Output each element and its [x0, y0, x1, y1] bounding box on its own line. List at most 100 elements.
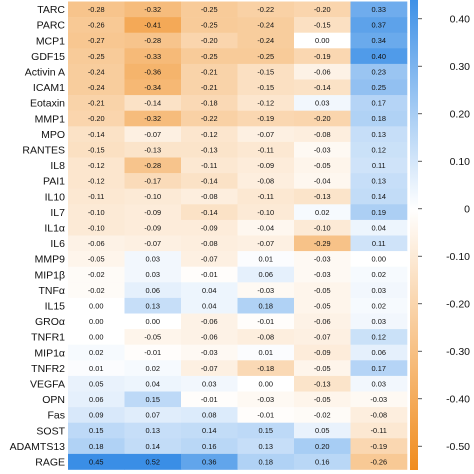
cell-value-label: -0.19: [314, 52, 331, 61]
cell-value-label: 0.02: [315, 208, 329, 217]
cell-value-label: -0.02: [314, 411, 331, 420]
row-label: MMP9: [35, 254, 65, 266]
heatmap-cell: [181, 329, 238, 345]
cell-value-label: -0.01: [257, 317, 274, 326]
cell-value-label: -0.18: [257, 364, 274, 373]
cell-value-label: -0.12: [88, 161, 105, 170]
heatmap-cell: [237, 1, 295, 18]
row-label: TNFα: [39, 285, 65, 297]
cell-value-label: -0.05: [314, 161, 331, 170]
heatmap-cell: [68, 422, 125, 439]
heatmap-cell: [350, 266, 408, 283]
row-label: GDF15: [31, 51, 65, 63]
row-label: Eotaxin: [30, 98, 65, 110]
colorbar-gradient: [410, 0, 418, 470]
heatmap-cell: [181, 375, 238, 392]
heatmap-cell: [124, 17, 182, 33]
heatmap-cell: [68, 188, 125, 205]
cell-value-label: -0.22: [257, 5, 274, 14]
heatmap-cell: [294, 313, 351, 330]
cell-value-label: 0.16: [202, 442, 216, 451]
heatmap-cell: [124, 375, 182, 392]
cell-value-label: -0.01: [201, 395, 218, 404]
heatmap-cell: [124, 297, 182, 314]
heatmap-cell: [237, 251, 295, 267]
cell-value-label: -0.28: [144, 36, 161, 45]
heatmap-cell: [68, 17, 125, 33]
cell-value-label: -0.25: [201, 5, 218, 14]
heatmap-cell: [68, 407, 125, 423]
heatmap-cell: [124, 422, 182, 439]
row-label: MIP1β: [34, 269, 65, 281]
heatmap-cell: [68, 110, 125, 127]
cell-value-label: -0.11: [88, 192, 104, 201]
cell-value-label: -0.24: [257, 36, 274, 45]
cell-value-label: 0.03: [146, 270, 160, 279]
cell-value-label: -0.08: [201, 239, 218, 248]
heatmap-cell: [237, 438, 295, 455]
heatmap-cell: [237, 297, 295, 314]
heatmap-cell: [68, 329, 125, 345]
heatmap-cell: [294, 407, 351, 423]
cell-value-label: 0.12: [372, 145, 386, 154]
cell-value-label: -0.09: [201, 223, 218, 232]
heatmap-cell: [350, 141, 408, 158]
heatmap-cell: [237, 63, 295, 80]
heatmap-cell: [237, 266, 295, 283]
heatmap-cell: [350, 219, 408, 236]
heatmap-cell: [294, 344, 351, 361]
heatmap-cell: [68, 235, 125, 252]
heatmap-cell: [181, 63, 238, 80]
heatmap-cell: [68, 32, 125, 49]
row-label: MPO: [41, 129, 65, 141]
heatmap-cell: [68, 1, 125, 18]
cell-value-label: -0.21: [88, 99, 105, 108]
cell-value-label: -0.21: [201, 67, 218, 76]
heatmap-cell: [124, 407, 182, 423]
cell-value-label: 0.01: [259, 255, 273, 264]
heatmap-cell: [124, 1, 182, 18]
heatmap-cell: [350, 438, 408, 455]
cell-value-label: -0.12: [201, 130, 218, 139]
row-label: PARC: [37, 20, 66, 32]
heatmap-cell: [350, 48, 408, 65]
heatmap-cell: [237, 407, 295, 423]
heatmap-cell: [124, 110, 182, 127]
colorbar-tick-label: -0.40: [446, 394, 470, 406]
cell-value-label: -0.13: [144, 145, 161, 154]
heatmap-cell: [294, 375, 351, 392]
cell-value-label: -0.11: [258, 192, 274, 201]
cell-value-label: 0.06: [259, 270, 273, 279]
heatmap-cell: [181, 32, 238, 49]
heatmap-cell: [294, 110, 351, 127]
heatmap-cell: [237, 110, 295, 127]
cell-value-label: -0.05: [144, 333, 161, 342]
heatmap-cell: [181, 407, 238, 423]
cell-value-label: -0.07: [201, 364, 218, 373]
heatmap-cell: [68, 313, 125, 330]
cell-value-label: 0.23: [372, 67, 386, 76]
cell-value-label: -0.26: [88, 21, 105, 30]
heatmap-cell: [68, 266, 125, 283]
cell-value-label: -0.05: [314, 364, 331, 373]
heatmap-cell: [124, 266, 182, 283]
cell-value-label: -0.15: [88, 145, 105, 154]
heatmap-cell: [294, 391, 351, 408]
cell-value-label: -0.05: [314, 286, 331, 295]
heatmap-cell: [181, 266, 238, 283]
heatmap-cell: [237, 173, 295, 189]
heatmap-cell: [350, 329, 408, 345]
cell-value-label: -0.36: [144, 67, 161, 76]
cell-value-label: -0.10: [257, 208, 274, 217]
cell-value-label: -0.03: [257, 395, 274, 404]
cell-value-label: 0.04: [146, 379, 160, 388]
heatmap-cell: [124, 95, 182, 111]
heatmap-cell: [350, 360, 408, 377]
heatmap-cell: [294, 48, 351, 65]
cell-value-label: 0.14: [146, 442, 160, 451]
heatmap-cell: [124, 313, 182, 330]
cell-value-label: 0.05: [89, 379, 103, 388]
heatmap-cell: [294, 79, 351, 96]
heatmap-cell: [124, 204, 182, 221]
heatmap-cell: [294, 157, 351, 174]
